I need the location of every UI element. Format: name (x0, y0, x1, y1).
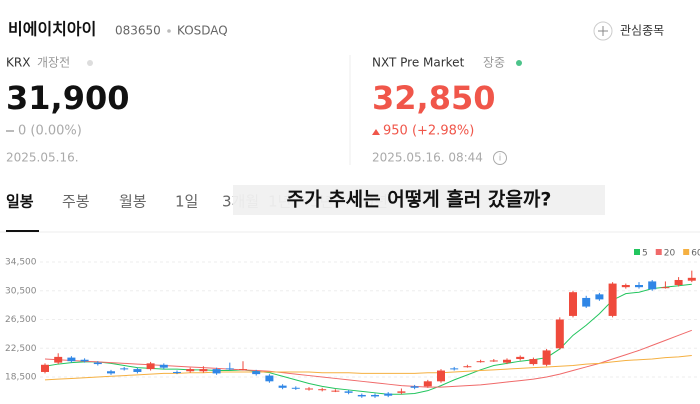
overlay-text: 주가 추세는 어떻게 흘러 갔을까? (287, 188, 552, 211)
candle-body (635, 285, 643, 288)
plus-icon (598, 26, 608, 36)
watch-label[interactable]: 관심종목 (620, 24, 664, 38)
dot (167, 29, 171, 33)
candle-body (608, 283, 617, 316)
candle-body (423, 381, 432, 387)
ma-line (44, 283, 692, 395)
up-icon (372, 129, 380, 135)
market: KOSDAQ (177, 24, 228, 38)
candle-body (54, 356, 63, 363)
legend-label: 20 (664, 249, 676, 259)
stock-name: 비에이치아이 (8, 20, 96, 39)
candle-body (107, 371, 115, 374)
candle-body (569, 292, 577, 316)
candle-body (582, 297, 591, 307)
candle-body (41, 364, 49, 372)
candle-body (371, 394, 379, 397)
candle-body (489, 360, 498, 362)
legend-swatch (655, 249, 662, 255)
candle-body (291, 387, 300, 389)
candle-body (450, 368, 459, 370)
krx-change: 0 (0.00%) (18, 124, 82, 139)
candle-body (239, 369, 247, 371)
legend-label: 60 (691, 249, 700, 259)
legend-label: 5 (642, 249, 648, 259)
status-dot (87, 60, 93, 66)
watch-button[interactable]: 관심종목 (593, 21, 664, 41)
candle-body (648, 281, 657, 290)
candle-body (397, 391, 406, 393)
candle-body (305, 388, 313, 390)
candle-body (212, 369, 221, 374)
candle-body (529, 359, 538, 365)
tab[interactable]: 1일 (175, 193, 198, 211)
candle-body (278, 385, 287, 388)
candle-body (503, 359, 511, 363)
status-dot (516, 60, 522, 66)
legend-swatch (683, 249, 690, 255)
candle-body (146, 363, 155, 370)
candle-body (67, 357, 76, 362)
candle-body (252, 371, 261, 375)
info-i: i (499, 154, 502, 164)
flat-icon (6, 130, 14, 132)
nxt-date: 2025.05.16. 08:44 (372, 151, 483, 165)
ma-line (44, 329, 692, 388)
candle-body (516, 356, 525, 360)
candle-body (186, 369, 195, 372)
y-tick-label: 34,500 (5, 258, 37, 268)
nxt-price: 32,850 (372, 79, 495, 117)
candle-body (621, 285, 630, 288)
candle-body (595, 294, 604, 300)
tab[interactable]: 일봉 (6, 193, 34, 211)
candle-body (265, 375, 274, 382)
stock-code: 083650 (115, 24, 161, 38)
candle-body (344, 391, 353, 393)
candle-body (437, 370, 445, 382)
candle-body (476, 361, 485, 363)
candle-body (463, 366, 472, 368)
candle-body (555, 319, 564, 349)
candle-body (357, 394, 366, 397)
candle-body (410, 386, 419, 388)
candle-body (225, 368, 234, 370)
nxt-label: NXT Pre Market (372, 56, 465, 70)
info-icon[interactable] (493, 151, 507, 165)
krx-date: 2025.05.16. (6, 151, 79, 165)
plus-circle[interactable] (593, 21, 613, 41)
nxt-change: 950 (+2.98%) (383, 124, 474, 139)
candle-body (542, 350, 551, 365)
candle-body (331, 390, 340, 392)
candle-body (687, 277, 696, 281)
tab[interactable]: 월봉 (119, 193, 147, 211)
tab[interactable]: 주봉 (62, 193, 90, 211)
y-tick-label: 26,500 (5, 315, 37, 325)
ma-line (44, 354, 692, 381)
candle-body (199, 369, 208, 372)
candle-body (133, 369, 142, 372)
candle-body (93, 362, 102, 365)
legend-swatch (634, 249, 640, 255)
y-tick-label: 22,500 (5, 344, 37, 354)
y-tick-label: 18,500 (5, 373, 37, 383)
overlay-bg (233, 185, 605, 215)
candle-body (159, 364, 168, 368)
candle-body (318, 389, 327, 391)
krx-label: KRX (6, 56, 30, 70)
candle-body (80, 359, 89, 362)
krx-status: 개장전 (37, 56, 70, 70)
nxt-status: 장중 (483, 56, 505, 70)
candle-body (120, 368, 129, 370)
y-tick-label: 30,500 (5, 286, 37, 296)
candle-body (384, 393, 393, 396)
candle-body (173, 371, 181, 373)
candle-body (674, 279, 683, 286)
krx-price: 31,900 (6, 79, 129, 117)
candle-body (661, 287, 670, 289)
